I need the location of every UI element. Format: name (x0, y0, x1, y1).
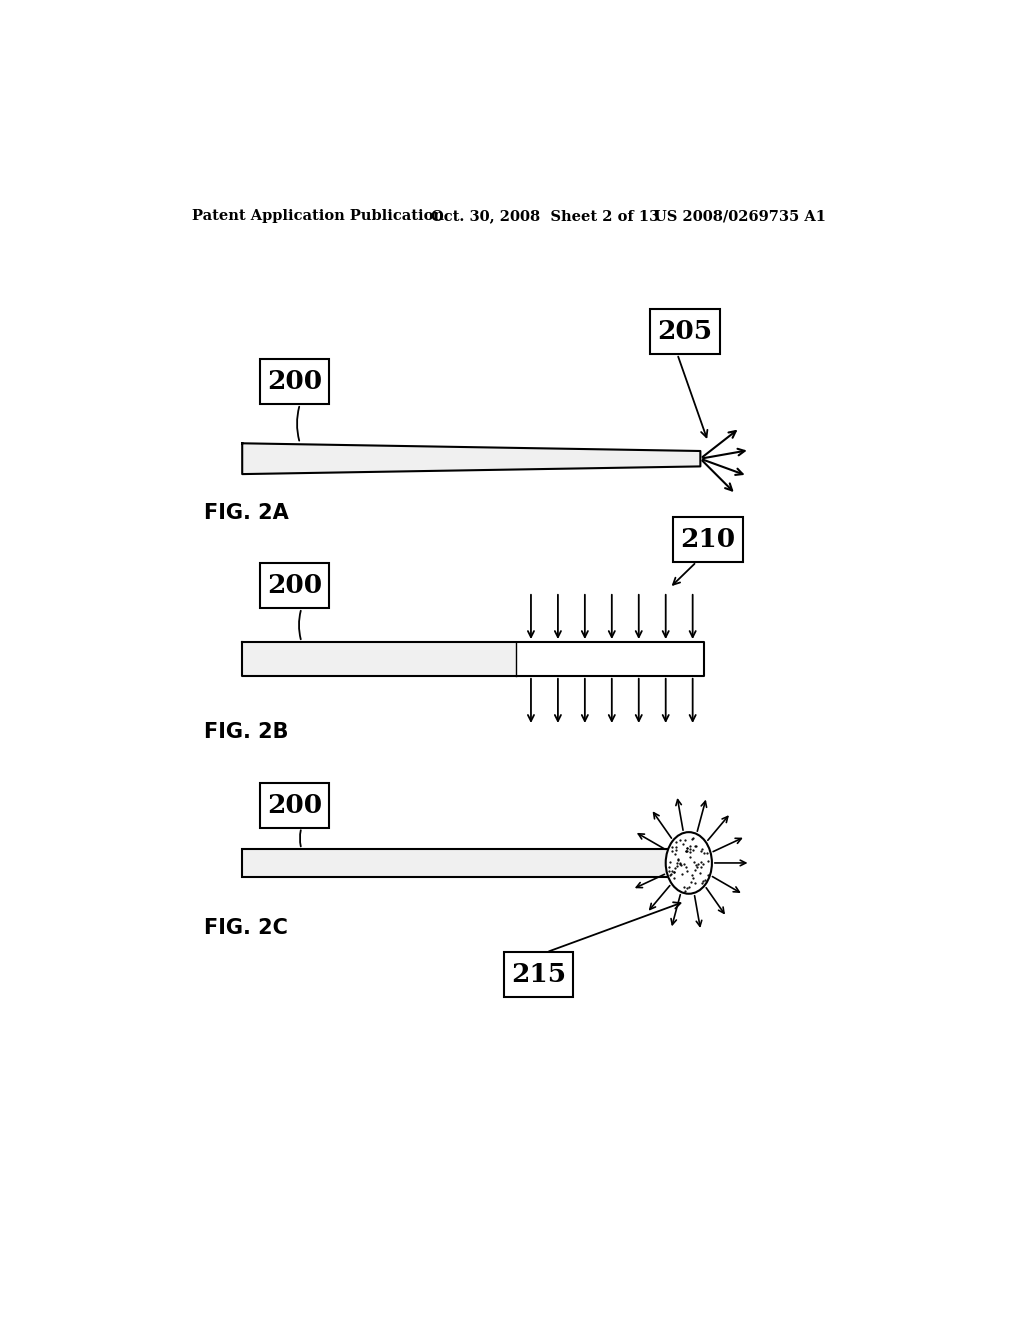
Text: US 2008/0269735 A1: US 2008/0269735 A1 (654, 209, 826, 223)
Bar (260, 359, 330, 404)
Text: 210: 210 (681, 527, 735, 552)
Text: 200: 200 (267, 370, 323, 395)
Bar (243, 642, 515, 676)
Polygon shape (243, 444, 700, 474)
Text: 205: 205 (657, 319, 713, 345)
Bar (515, 642, 705, 676)
Text: FIG. 2B: FIG. 2B (204, 722, 288, 742)
Bar (243, 849, 670, 876)
Bar (260, 783, 330, 828)
Bar (504, 952, 573, 997)
Text: Patent Application Publication: Patent Application Publication (193, 209, 444, 223)
Text: FIG. 2A: FIG. 2A (204, 503, 289, 523)
Text: 200: 200 (267, 573, 323, 598)
Ellipse shape (666, 832, 712, 894)
Text: FIG. 2C: FIG. 2C (204, 919, 288, 939)
Text: 215: 215 (511, 962, 566, 987)
Bar (650, 309, 720, 354)
Bar (260, 564, 330, 609)
Bar (674, 517, 742, 562)
Text: Oct. 30, 2008  Sheet 2 of 13: Oct. 30, 2008 Sheet 2 of 13 (431, 209, 659, 223)
Text: 200: 200 (267, 793, 323, 817)
